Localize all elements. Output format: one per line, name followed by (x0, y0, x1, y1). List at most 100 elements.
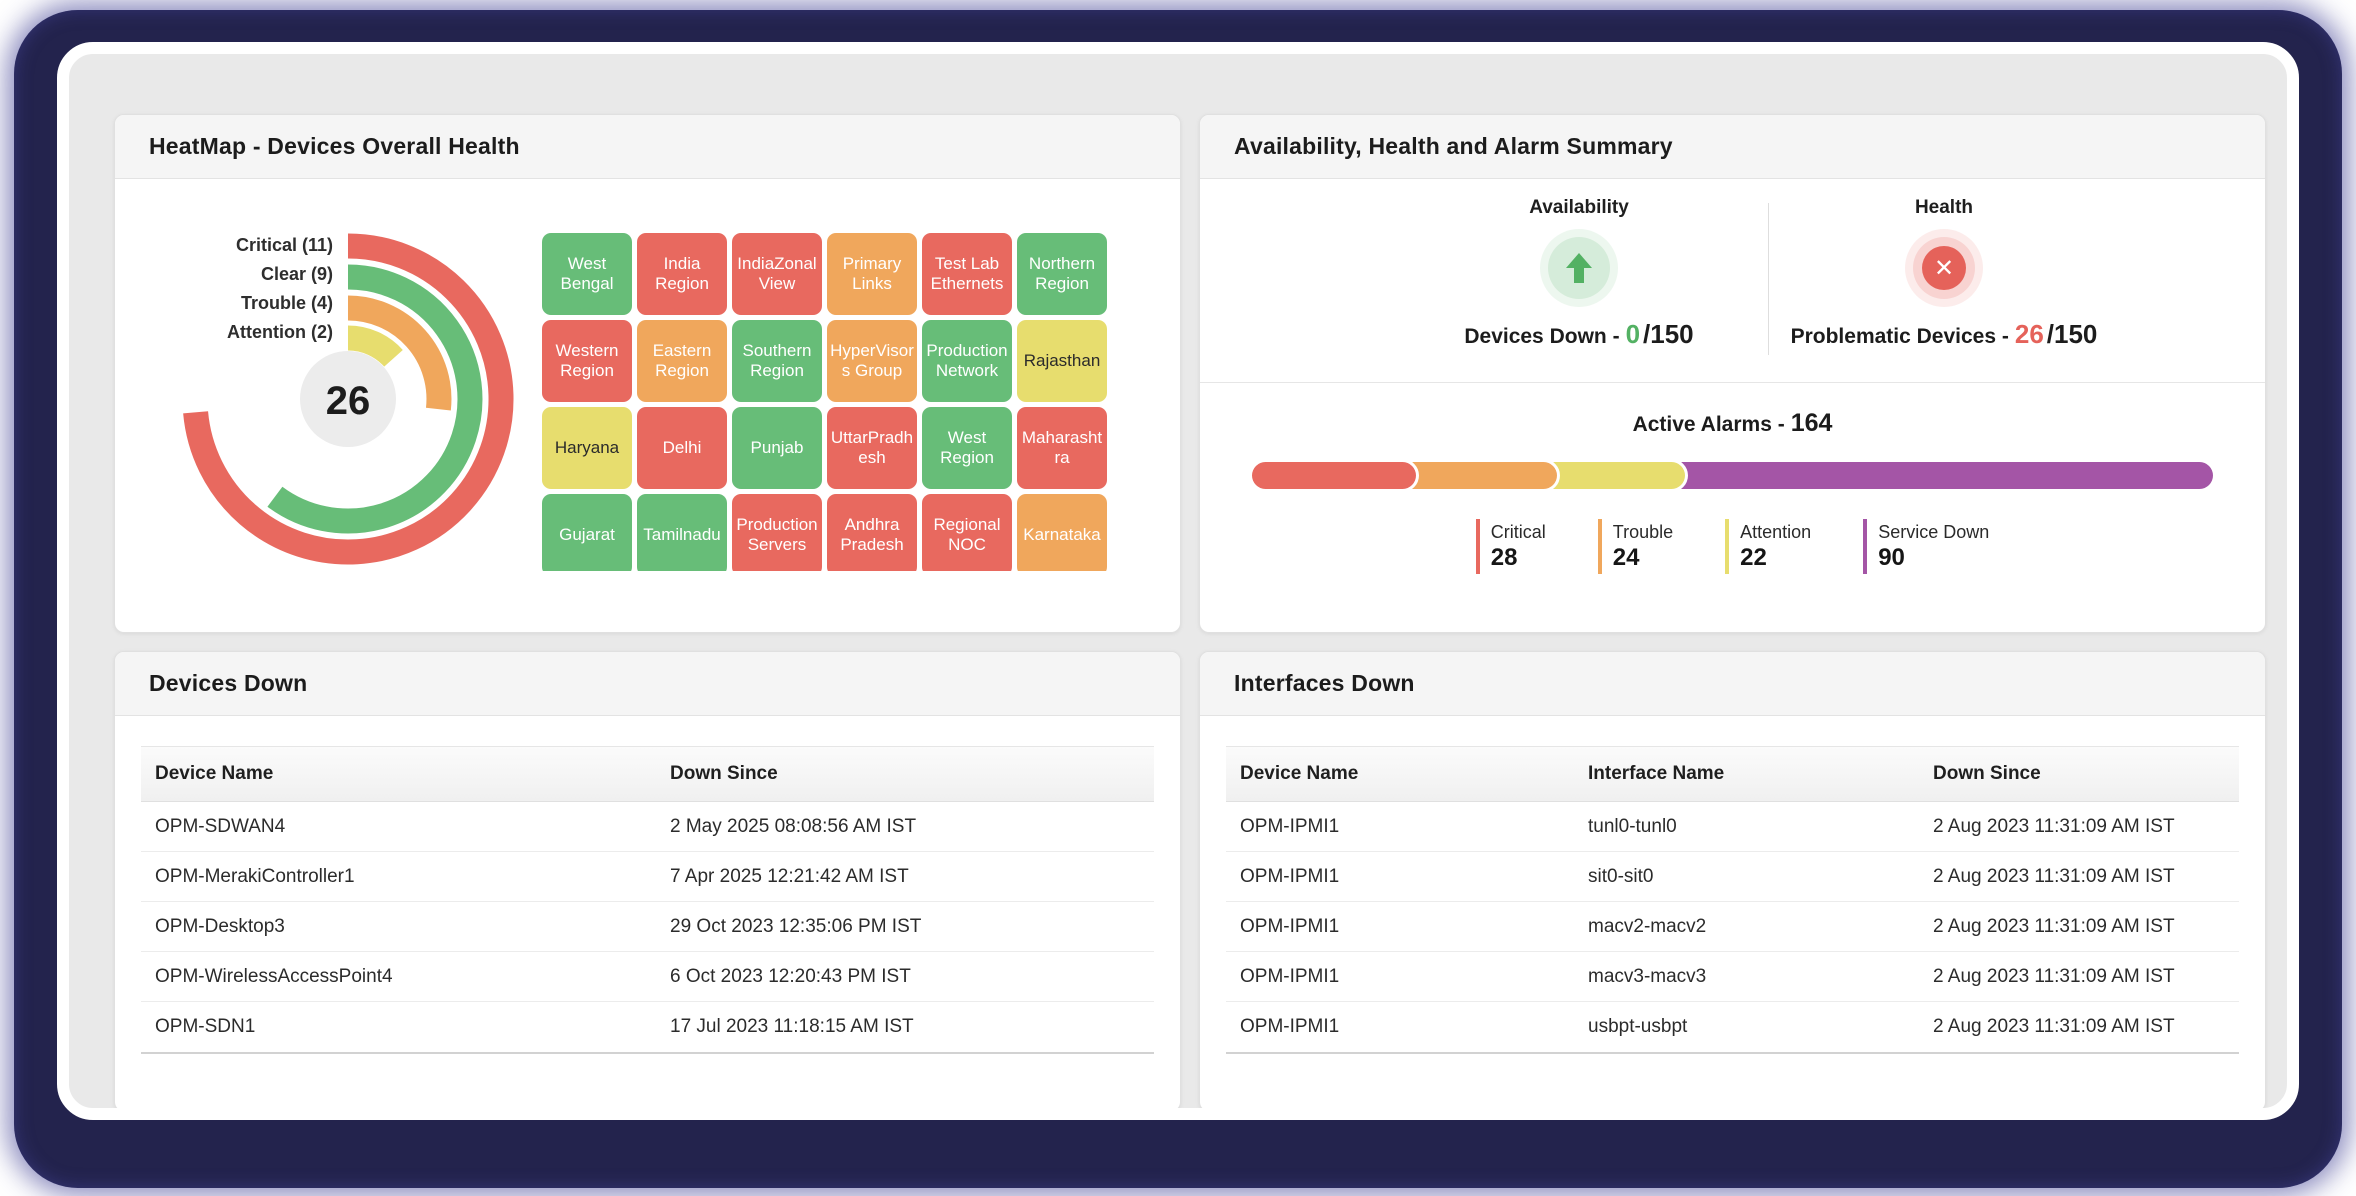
alarm-bar-segment-critical[interactable] (1252, 462, 1417, 489)
table-row[interactable]: OPM-IPMI1 sit0-sit0 2 Aug 2023 11:31:09 AM… (1226, 852, 2239, 902)
devices-down-table-rows: OPM-SDWAN4 2 May 2025 08:08:56 AM IST OPM-… (141, 802, 1154, 1054)
heatmap-tile-haryana[interactable]: Haryana (542, 407, 632, 489)
table-row[interactable]: OPM-Desktop3 29 Oct 2023 12:35:06 PM IST (141, 902, 1154, 952)
donut-ring-trouble[interactable] (347, 295, 452, 411)
heatmap-tile-gujarat[interactable]: Gujarat (542, 494, 632, 571)
heatmap-tile-hypervisors-group[interactable]: HyperVisors Group (827, 320, 917, 402)
heatmap-tile-southern-region[interactable]: Southern Region (732, 320, 822, 402)
heatmap-grid: West Bengal India Region IndiaZonal View Pr… (542, 233, 1107, 571)
donut-legend-clear[interactable]: Clear (9) (260, 264, 333, 284)
panel-interfaces-down-body: Device Name Interface Name Down Since OPM-… (1200, 716, 2265, 1108)
donut-center-value: 26 (326, 379, 371, 423)
health-donut-chart: 26 (183, 233, 514, 565)
heatmap-tile-maharashtra[interactable]: Maharashtra (1017, 407, 1107, 489)
alarm-legend-label: Critical (1490, 522, 1546, 542)
donut-ring-attention[interactable] (347, 325, 403, 368)
active-alarms-value: 164 (1790, 409, 1833, 437)
summary-divider (1768, 203, 1769, 355)
panel-heatmap: HeatMap - Devices Overall Health Critica… (114, 114, 1181, 633)
alarm-legend-value: 22 (1740, 543, 1767, 571)
column-header-down-since[interactable]: Down Since (670, 763, 778, 784)
heatmap-tile-punjab[interactable]: Punjab (732, 407, 822, 489)
heatmap-tile-production-servers[interactable]: Production Servers (732, 494, 822, 571)
cell-value: 2 Aug 2023 11:31:09 AM IST (1933, 965, 2175, 987)
table-row[interactable]: OPM-SDN1 17 Jul 2023 11:18:15 AM IST (141, 1002, 1154, 1052)
panel-heatmap-header: HeatMap - Devices Overall Health (115, 115, 1180, 179)
table-row[interactable]: OPM-IPMI1 usbpt-usbpt 2 Aug 2023 11:31:09 … (1226, 1002, 2239, 1052)
table-row[interactable]: OPM-IPMI1 macv3-macv3 2 Aug 2023 11:31:09 … (1226, 952, 2239, 1002)
donut-ring-clear[interactable] (267, 264, 483, 534)
heatmap-tile-northern-region[interactable]: Northern Region (1017, 233, 1107, 315)
alarm-bar-segment-trouble[interactable] (1400, 462, 1557, 489)
panel-summary: Availability, Health and Alarm Summary A… (1199, 114, 2266, 633)
donut-ring-critical[interactable] (183, 233, 514, 565)
alarm-legend-trouble[interactable]: Trouble 24 (1597, 519, 1674, 575)
panel-devices-down: Devices Down Device Name Down Since OPM-S… (114, 651, 1181, 1108)
table-row[interactable]: OPM-SDWAN4 2 May 2025 08:08:56 AM IST (141, 802, 1154, 852)
alarm-legend-label: Service Down (1878, 522, 1990, 542)
alarm-bar-segment-service-down[interactable] (1669, 462, 2213, 489)
panel-heatmap-title: HeatMap - Devices Overall Health (149, 133, 520, 159)
panel-devices-down-title: Devices Down (149, 670, 308, 696)
arrow-up-icon (1548, 237, 1610, 299)
donut-legend-trouble[interactable]: Trouble (4) (240, 293, 333, 313)
column-header-interface-name[interactable]: Interface Name (1588, 763, 1725, 784)
problematic-devices-label: Problematic Devices - (1790, 325, 2009, 348)
cell-value: 2 Aug 2023 11:31:09 AM IST (1933, 865, 2175, 887)
alarm-legend-critical[interactable]: Critical 28 (1475, 519, 1546, 575)
alarm-legend-service-down[interactable]: Service Down 90 (1863, 519, 1990, 575)
table-row[interactable]: OPM-MerakiController1 7 Apr 2025 12:21:42… (141, 852, 1154, 902)
heatmap-tile-regional-noc[interactable]: Regional NOC (922, 494, 1012, 571)
health-section: Health ✕ Problematic Devices -26/150 (1768, 197, 2120, 350)
donut-legend-attention[interactable]: Attention (2) (227, 322, 333, 342)
heatmap-tile-west-region[interactable]: West Region (922, 407, 1012, 489)
donut-legend-critical[interactable]: Critical (11) (235, 235, 333, 255)
cell-value: tunl0-tunl0 (1588, 815, 1677, 837)
interfaces-down-table-rows: OPM-IPMI1 tunl0-tunl0 2 Aug 2023 11:31:09 … (1226, 802, 2239, 1054)
table-row[interactable]: OPM-WirelessAccessPoint4 6 Oct 2023 12:20… (141, 952, 1154, 1002)
cell-value: macv2-macv2 (1588, 915, 1707, 937)
alarm-legend-label: Trouble (1612, 522, 1674, 542)
problematic-devices-metric: Problematic Devices -26/150 (1791, 319, 2098, 350)
cell-device-name: OPM-IPMI1 (1240, 815, 1340, 837)
heatmap-tile-indiazonal-view[interactable]: IndiaZonal View (732, 233, 822, 315)
cell-value: 2 Aug 2023 11:31:09 AM IST (1933, 915, 2175, 937)
table-row[interactable]: OPM-IPMI1 macv2-macv2 2 Aug 2023 11:31:09 … (1226, 902, 2239, 952)
alarm-legend-value: 24 (1612, 543, 1640, 571)
heatmap-tile-test-lab-ethernets[interactable]: Test Lab Ethernets (922, 233, 1012, 315)
alarm-legend-label: Attention (1740, 522, 1812, 542)
heatmap-tile-eastern-region[interactable]: Eastern Region (637, 320, 727, 402)
heatmap-tile-delhi[interactable]: Delhi (637, 407, 727, 489)
heatmap-tile-western-region[interactable]: Western Region (542, 320, 632, 402)
availability-title: Availability (1529, 197, 1629, 218)
active-alarms-title: Active Alarms -164 (1200, 409, 2265, 438)
heatmap-tile-andhra-pradesh[interactable]: Andhra Pradesh (827, 494, 917, 571)
problematic-devices-value: 26 (2014, 319, 2044, 349)
heatmap-tile-rajasthan[interactable]: Rajasthan (1017, 320, 1107, 402)
cell-value: usbpt-usbpt (1588, 1016, 1688, 1037)
heatmap-tile-uttarpradhesh[interactable]: UttarPradhesh (827, 407, 917, 489)
heatmap-tile-west-bengal[interactable]: West Bengal (542, 233, 632, 315)
panel-interfaces-down-header: Interfaces Down (1200, 652, 2265, 716)
panel-devices-down-header: Devices Down (115, 652, 1180, 716)
heatmap-tile-karnataka[interactable]: Karnataka (1017, 494, 1107, 571)
cell-device-name: OPM-WirelessAccessPoint4 (155, 965, 393, 987)
cell-value: 17 Jul 2023 11:18:15 AM IST (670, 1016, 914, 1037)
cell-device-name: OPM-IPMI1 (1240, 915, 1340, 937)
alarm-legend: Critical 28 Trouble 24 Attention 22 Service Do… (1200, 519, 2265, 575)
table-row[interactable]: OPM-IPMI1 tunl0-tunl0 2 Aug 2023 11:31:09 … (1226, 802, 2239, 852)
heatmap-tile-productionnetwork[interactable]: ProductionNetwork (922, 320, 1012, 402)
column-header-device-name[interactable]: Device Name (155, 763, 274, 784)
alarm-bar-segment-attention[interactable] (1540, 462, 1686, 489)
alarm-legend-attention[interactable]: Attention 22 (1725, 519, 1812, 575)
column-header-down-since[interactable]: Down Since (1933, 763, 2041, 784)
donut-legend: Critical (11) Clear (9) Trouble (4) Attenti… (115, 231, 333, 347)
column-header-device-name[interactable]: Device Name (1240, 763, 1359, 784)
devices-down-metric: Devices Down -0/150 (1464, 319, 1693, 350)
heatmap-tile-tamilnadu[interactable]: Tamilnadu (637, 494, 727, 571)
heatmap-tile-primary-links[interactable]: Primary Links (827, 233, 917, 315)
problematic-devices-total: /150 (2046, 319, 2098, 349)
cell-device-name: OPM-MerakiController1 (155, 865, 355, 887)
panel-interfaces-down-title: Interfaces Down (1234, 670, 1415, 696)
heatmap-tile-india-region[interactable]: India Region (637, 233, 727, 315)
